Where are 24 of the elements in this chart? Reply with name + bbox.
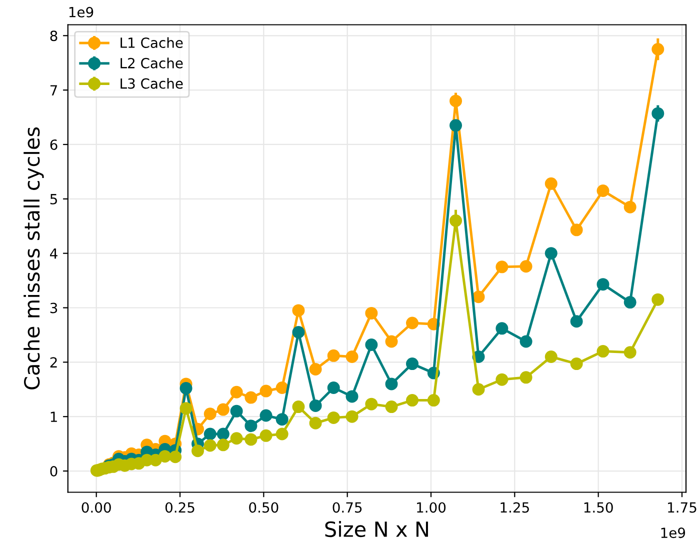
y-tick-label: 3 xyxy=(50,302,58,314)
y-tick-label: 4 xyxy=(50,248,58,259)
y-tick-label: 1 xyxy=(50,412,57,422)
x-tick-label: 1.50 xyxy=(584,502,613,513)
text: 1e9 xyxy=(69,6,94,18)
x-tick-label: 1.75 xyxy=(668,502,696,513)
x-tick-label: 0.25 xyxy=(165,502,194,513)
x-tick-label: 0.50 xyxy=(249,502,278,513)
x-tick-label: 0.00 xyxy=(82,502,111,513)
y-tick-label: 5 xyxy=(50,194,57,204)
y-tick-label: 7 xyxy=(50,85,57,96)
legend-label: L1 Cache xyxy=(120,37,183,48)
x-tick-label: 1.25 xyxy=(500,502,529,513)
y-tick-label: 8 xyxy=(50,30,58,42)
y-tick-label: 0 xyxy=(50,466,58,476)
y-tick-label: 2 xyxy=(50,357,57,368)
y-tick-label: 6 xyxy=(50,139,58,150)
legend-label: L2 Cache xyxy=(120,58,183,68)
text: 1e9 xyxy=(661,528,686,538)
x-axis-title: Size N x N xyxy=(325,520,428,538)
y-axis-title: Cache misses stall cycles xyxy=(24,127,44,390)
legend-label: L3 Cache xyxy=(120,78,183,89)
x-tick-label: 1.00 xyxy=(417,502,446,513)
x-tick-label: 0.75 xyxy=(332,502,362,513)
